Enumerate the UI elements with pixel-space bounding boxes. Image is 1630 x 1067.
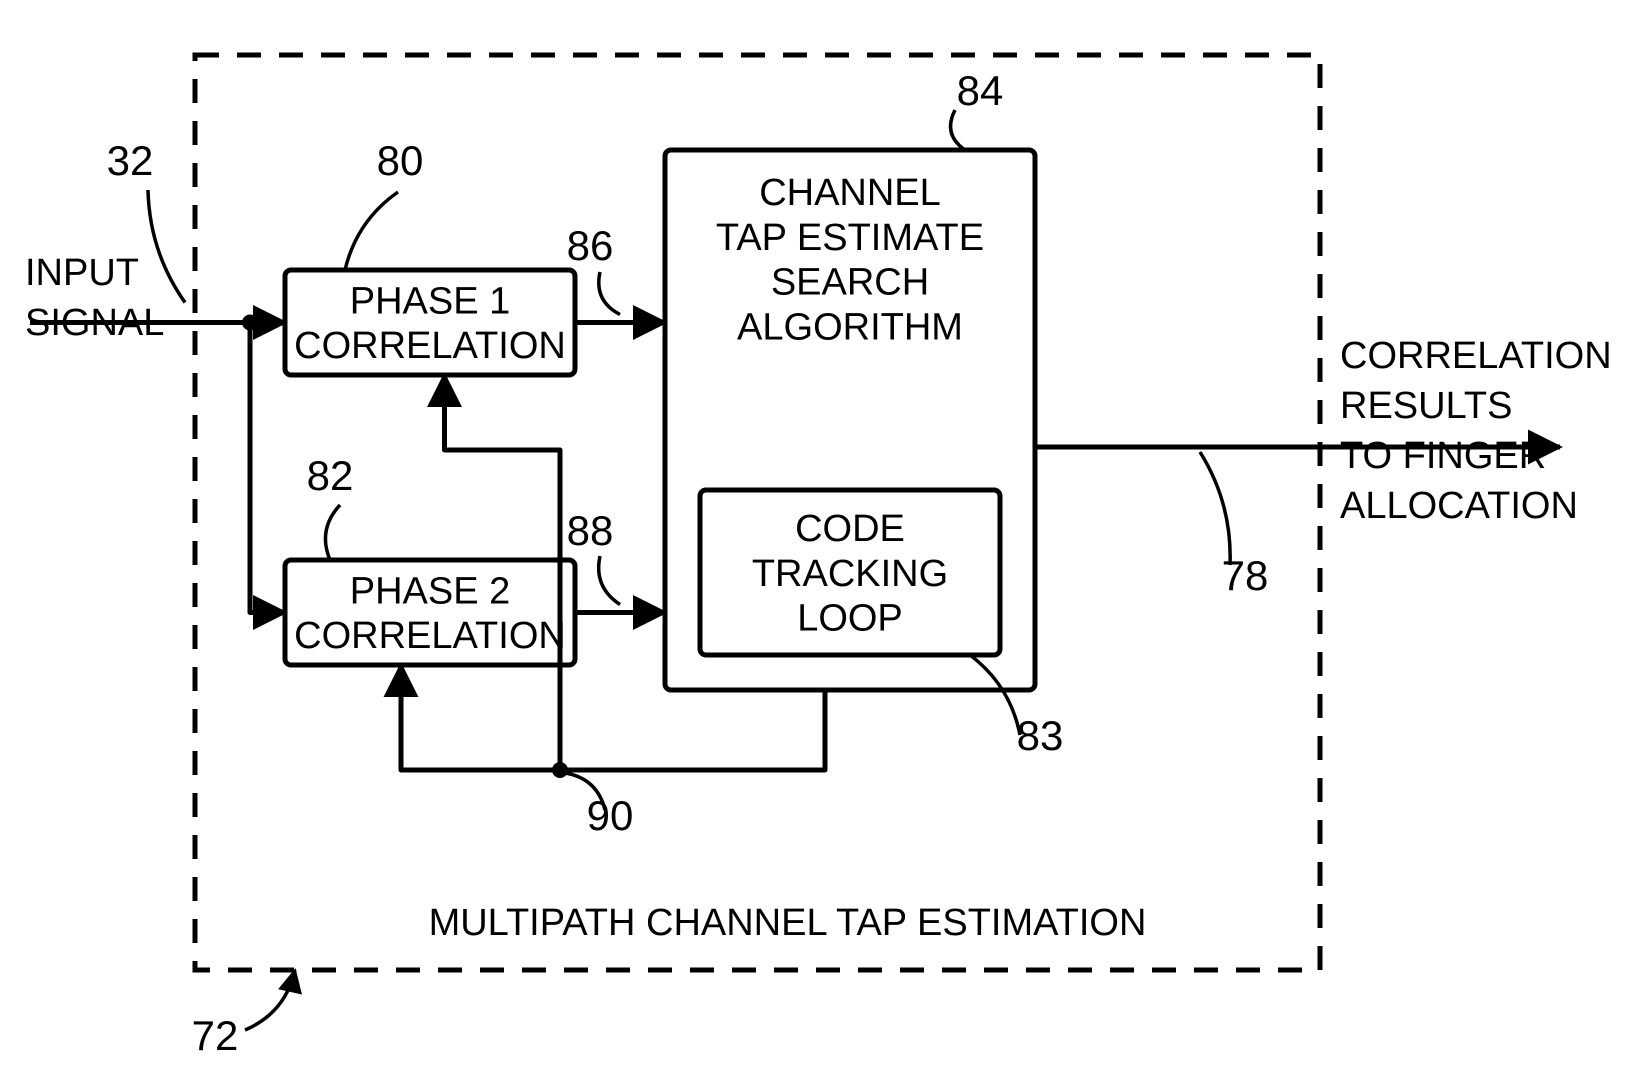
ref-83: 83: [1017, 712, 1064, 759]
arrow-input-phase2: [250, 323, 285, 613]
search-block-line-1: TAP ESTIMATE: [716, 217, 984, 259]
ctl-block-line-0: CODE: [795, 508, 905, 550]
lead-32: [148, 190, 185, 303]
search-block-line-0: CHANNEL: [759, 172, 941, 214]
outer-box-title: MULTIPATH CHANNEL TAP ESTIMATION: [429, 902, 1147, 944]
ref-80: 80: [377, 137, 424, 184]
ref-32: 32: [107, 137, 154, 184]
input-label-0: INPUT: [25, 252, 139, 294]
lead-78: [1200, 452, 1230, 565]
ref-82: 82: [307, 452, 354, 499]
phase1-block-line-1: CORRELATION: [294, 325, 566, 367]
outer-dashed-box: [195, 55, 1320, 970]
search-block-line-3: ALGORITHM: [737, 307, 963, 349]
ctl-block-line-2: LOOP: [797, 598, 903, 640]
lead-84: [951, 110, 965, 150]
search-block-line-2: SEARCH: [771, 262, 929, 304]
lead-88: [599, 556, 620, 605]
lead-72: [245, 970, 295, 1030]
phase2-block-line-1: CORRELATION: [294, 615, 566, 657]
ref-84: 84: [957, 67, 1004, 114]
lead-80: [345, 192, 398, 270]
lead-82: [325, 505, 340, 560]
phase1-block-line-0: PHASE 1: [350, 280, 511, 322]
output-label-3: ALLOCATION: [1340, 485, 1578, 527]
output-label-1: RESULTS: [1340, 385, 1512, 427]
phase2-block-line-0: PHASE 2: [350, 570, 511, 612]
lead-86: [599, 272, 620, 315]
lead-83: [970, 655, 1020, 735]
output-label-2: TO FINGER: [1340, 435, 1546, 477]
fb-to-phase2: [401, 665, 825, 770]
ref-86: 86: [567, 222, 614, 269]
ref-88: 88: [567, 507, 614, 554]
ctl-block-line-1: TRACKING: [752, 553, 948, 595]
output-label-0: CORRELATION: [1340, 335, 1612, 377]
ref-90: 90: [587, 792, 634, 839]
ref-72: 72: [192, 1012, 239, 1059]
